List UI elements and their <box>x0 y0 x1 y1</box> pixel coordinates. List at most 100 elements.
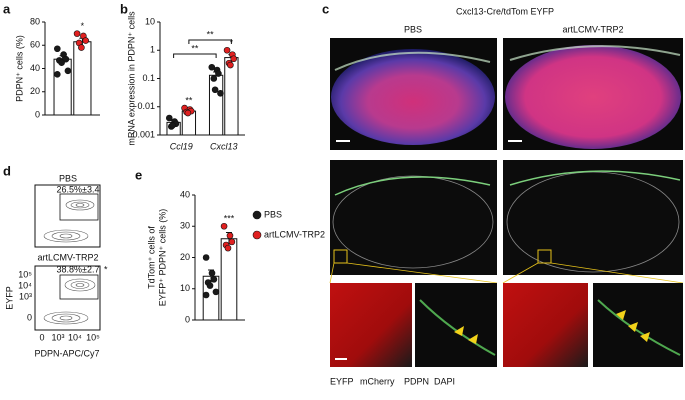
arrowhead <box>454 326 478 344</box>
data-point <box>54 71 61 78</box>
column-title: PBS <box>404 24 422 34</box>
panel-label: c <box>322 1 329 16</box>
data-point <box>211 86 219 94</box>
data-point <box>212 288 220 296</box>
arrowhead <box>616 310 650 342</box>
bracket <box>188 39 232 44</box>
y-tick-label: 0 <box>35 109 40 119</box>
micrograph <box>593 283 683 367</box>
bar <box>224 57 239 136</box>
y-axis-label: mRNA expression in PDPN⁺ cells <box>126 11 136 146</box>
tissue <box>505 45 681 149</box>
plot-frame <box>34 265 101 331</box>
data-point <box>206 282 214 289</box>
y-axis-label: PDPN⁺ cells (%) <box>14 35 24 102</box>
gate <box>59 274 99 300</box>
data-point <box>202 254 210 261</box>
data-point <box>226 232 234 239</box>
significance: ** <box>185 95 193 105</box>
panel-label: d <box>3 163 11 178</box>
data-point <box>78 44 85 51</box>
zoom-line <box>329 262 684 284</box>
tissue <box>331 49 495 145</box>
scale-bar <box>335 358 347 360</box>
data-point <box>215 70 222 77</box>
x-tick-label: 10⁴ <box>68 332 82 342</box>
gate <box>59 193 99 221</box>
significance: ** <box>191 43 199 53</box>
significance: *** <box>224 214 235 224</box>
panel-title: Cxcl13-Cre/tdTom EYFP <box>456 6 554 16</box>
data-point <box>202 291 210 299</box>
y-tick-label: 10³ <box>19 291 32 301</box>
data-point <box>220 222 228 230</box>
plot-frame <box>34 184 101 248</box>
y-tick-label: 80 <box>30 16 40 26</box>
data-point <box>208 63 216 71</box>
bar <box>208 74 224 136</box>
stain-legend: EYFP mCherry PDPN DAPI <box>330 376 455 386</box>
y-tick-label: 40 <box>30 63 40 73</box>
data-point <box>210 75 218 82</box>
zoom-box <box>537 249 552 264</box>
data-point <box>58 59 65 66</box>
data-point <box>224 244 232 252</box>
y-axis-label: EYFP⁺ PDPN⁺ cells (%) <box>157 209 167 307</box>
data-point <box>62 55 70 63</box>
contours <box>43 199 95 243</box>
data-point <box>64 67 72 75</box>
micrograph <box>330 283 412 367</box>
x-tick-label: 0 <box>39 332 44 342</box>
stain-legend-entry: DAPI <box>434 376 455 386</box>
y-tick-label: 0 <box>185 314 190 324</box>
data-point <box>82 37 89 44</box>
significance: ** <box>207 29 215 39</box>
imaging-panel: c Cxcl13-Cre/tdTom EYFP PBS artLCMV-TRP2 <box>322 1 684 367</box>
significance: * <box>104 264 108 274</box>
y-axis-label: EYFP <box>4 286 14 310</box>
capsule <box>509 170 681 186</box>
x-tick-label: Cxcl13 <box>210 141 238 151</box>
data-point <box>227 61 234 69</box>
legend-label: artLCMV-TRP2 <box>264 229 325 239</box>
data-point <box>217 89 224 97</box>
data-point <box>223 46 231 54</box>
y-tick-label: 10⁵ <box>18 269 32 279</box>
scale-bar <box>508 140 522 142</box>
data-point <box>210 276 218 283</box>
tissue-outline <box>506 171 680 273</box>
stain-legend-entry: mCherry <box>360 376 395 386</box>
flow-panel: d PBS 26.5%±3.4 artLCMV-TRP2 38.8%±2.7 *… <box>3 163 108 358</box>
significance: * <box>81 21 85 31</box>
x-tick-label: Ccl19 <box>170 141 193 151</box>
panel-label: a <box>3 1 11 16</box>
fiber <box>419 299 496 356</box>
capsule <box>509 45 681 61</box>
y-tick-label: 30 <box>180 221 190 231</box>
y-axis-label: TdTom⁺ cells of <box>146 226 156 289</box>
bar <box>73 41 92 116</box>
panel-label: e <box>135 167 142 182</box>
scale-bar <box>336 140 350 142</box>
data-point <box>54 45 61 53</box>
x-axis-label: PDPN-APC/Cy7 <box>34 348 99 358</box>
y-tick-label: 10 <box>180 283 190 293</box>
x-tick-label: 10⁵ <box>86 332 100 342</box>
micrograph <box>330 160 497 275</box>
data-point <box>73 30 81 37</box>
panel-label: b <box>120 1 128 16</box>
y-tick-label: 1 <box>150 45 155 55</box>
plot-title: PBS <box>59 173 77 183</box>
legend-label: PBS <box>264 209 282 219</box>
data-point <box>208 269 216 277</box>
bracket <box>173 53 217 58</box>
bar <box>53 58 72 116</box>
stain-legend-entry: EYFP <box>330 376 354 386</box>
data-point <box>228 238 236 246</box>
data-point <box>184 109 192 117</box>
legend-marker <box>252 230 262 240</box>
capsule <box>334 176 491 196</box>
y-tick-label: 0.001 <box>132 129 155 139</box>
micrograph <box>503 160 683 275</box>
